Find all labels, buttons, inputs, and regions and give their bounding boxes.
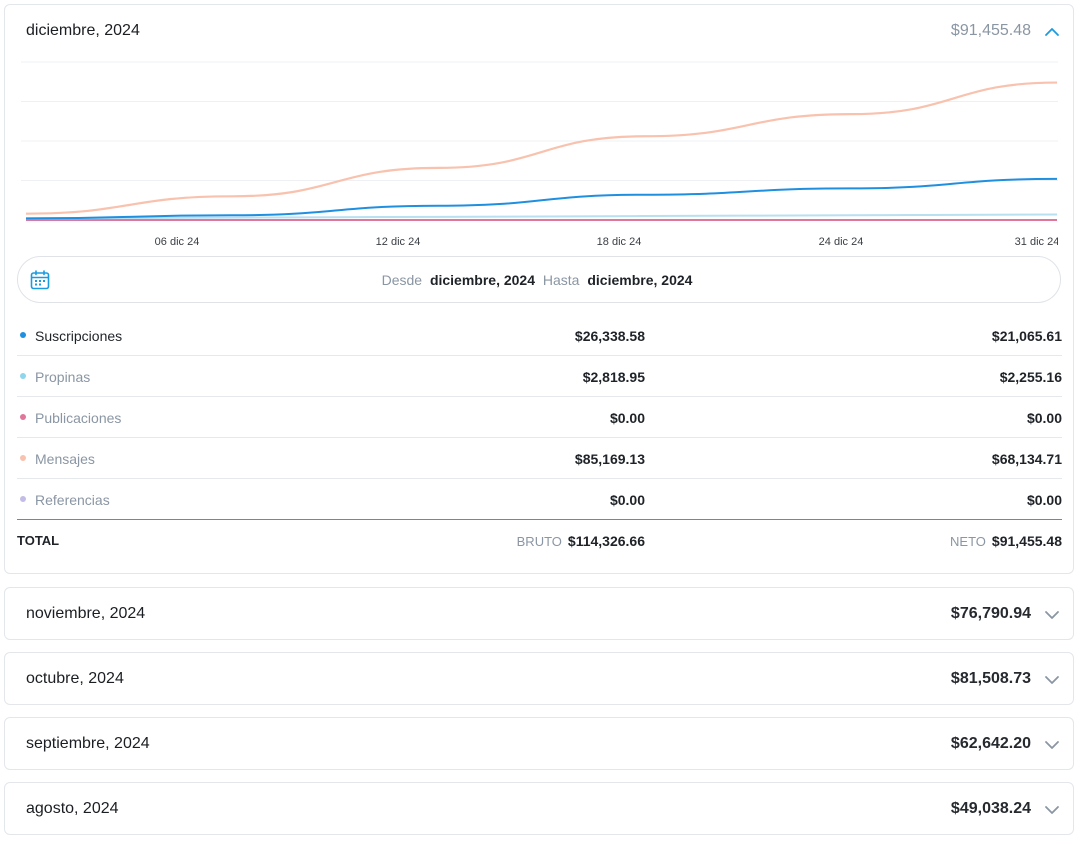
month-amount: $81,508.73 xyxy=(950,670,1031,687)
category-name: Suscripciones xyxy=(35,328,123,344)
month-amount: $76,790.94 xyxy=(950,605,1031,622)
x-tick-label: 06 dic 24 xyxy=(155,236,200,247)
month-amount: $49,038.24 xyxy=(950,800,1031,817)
breakdown-row-mensajes[interactable]: Mensajes $85,169.13 $68,134.71 xyxy=(17,438,1062,479)
date-range-text: Desde diciembre, 2024 Hasta diciembre, 2… xyxy=(18,272,1060,288)
earnings-breakdown-table: Suscripciones $26,338.58 $21,065.61 Prop… xyxy=(17,315,1062,561)
category-name: Publicaciones xyxy=(35,410,122,426)
gross-amount: $2,818.95 xyxy=(582,369,645,385)
chevron-down-icon[interactable] xyxy=(1040,668,1064,692)
chevron-down-icon[interactable] xyxy=(1040,798,1064,822)
total-gross-amount: $114,326.66 xyxy=(567,533,645,549)
x-tick-label: 12 dic 24 xyxy=(376,236,421,247)
gross-amount: $0.00 xyxy=(609,492,645,508)
chevron-down-icon[interactable] xyxy=(1040,603,1064,627)
series-dot xyxy=(20,332,26,338)
net-amount: $2,255.16 xyxy=(999,369,1062,385)
series-dot xyxy=(20,373,26,379)
gross-caption: BRUTO xyxy=(516,534,562,549)
net-caption: NETO xyxy=(950,534,986,549)
range-to-label: Hasta xyxy=(542,272,580,288)
gross-amount: $0.00 xyxy=(609,410,645,426)
gross-amount: $26,338.58 xyxy=(574,328,645,344)
calendar-icon[interactable] xyxy=(29,269,51,291)
series-dot xyxy=(20,455,26,461)
breakdown-row-propinas[interactable]: Propinas $2,818.95 $2,255.16 xyxy=(17,356,1062,397)
month-header-december[interactable]: diciembre, 2024 $91,455.48 xyxy=(5,5,1073,57)
date-range-picker[interactable]: Desde diciembre, 2024 Hasta diciembre, 2… xyxy=(17,256,1061,303)
total-net: NETO $91,455.48 xyxy=(950,533,1062,549)
chevron-up-icon[interactable] xyxy=(1040,20,1064,44)
chevron-down-icon[interactable] xyxy=(1040,733,1064,757)
net-amount: $68,134.71 xyxy=(991,451,1062,467)
month-panel-december: diciembre, 2024 $91,455.48 06 dic 24 12 d… xyxy=(4,4,1074,574)
x-tick-label: 24 dic 24 xyxy=(819,236,864,247)
month-panel-october[interactable]: octubre, 2024 $81,508.73 xyxy=(4,652,1074,705)
range-from-value: diciembre, 2024 xyxy=(429,272,535,288)
series-line-suscripciones xyxy=(25,177,1058,220)
earnings-chart: 06 dic 24 12 dic 24 18 dic 24 24 dic 24 31 d… xyxy=(21,57,1058,247)
category-name: Mensajes xyxy=(35,451,95,467)
net-amount: $0.00 xyxy=(1026,410,1062,426)
series-line-mensajes xyxy=(25,81,1058,215)
category-name: Referencias xyxy=(35,492,110,508)
range-to-value: diciembre, 2024 xyxy=(587,272,693,288)
series-dot xyxy=(20,496,26,502)
month-title: octubre, 2024 xyxy=(26,670,124,687)
total-gross: BRUTO $114,326.66 xyxy=(517,533,645,549)
month-panel-november[interactable]: noviembre, 2024 $76,790.94 xyxy=(4,587,1074,640)
breakdown-row-suscripciones[interactable]: Suscripciones $26,338.58 $21,065.61 xyxy=(17,315,1062,356)
month-title: agosto, 2024 xyxy=(26,800,119,817)
series-dot xyxy=(20,414,26,420)
month-panel-august[interactable]: agosto, 2024 $49,038.24 xyxy=(4,782,1074,835)
category-name: Propinas xyxy=(35,369,91,385)
breakdown-row-referencias[interactable]: Referencias $0.00 $0.00 xyxy=(17,479,1062,520)
total-label: TOTAL xyxy=(17,533,60,548)
month-title: septiembre, 2024 xyxy=(26,735,150,752)
total-row: TOTAL BRUTO $114,326.66 NETO $91,455.48 xyxy=(17,520,1062,561)
range-from-label: Desde xyxy=(381,272,423,288)
month-amount: $62,642.20 xyxy=(950,735,1031,752)
month-panel-september[interactable]: septiembre, 2024 $62,642.20 xyxy=(4,717,1074,770)
net-amount: $21,065.61 xyxy=(991,328,1062,344)
gross-amount: $85,169.13 xyxy=(574,451,645,467)
x-tick-label: 31 dic 24 xyxy=(1015,236,1058,247)
total-net-amount: $91,455.48 xyxy=(991,533,1062,549)
breakdown-row-publicaciones[interactable]: Publicaciones $0.00 $0.00 xyxy=(17,397,1062,438)
x-tick-label: 18 dic 24 xyxy=(597,236,642,247)
month-amount: $91,455.48 xyxy=(950,22,1031,39)
month-title: noviembre, 2024 xyxy=(26,605,146,622)
month-title: diciembre, 2024 xyxy=(26,22,140,39)
earnings-chart-svg: 06 dic 24 12 dic 24 18 dic 24 24 dic 24 31 d… xyxy=(21,61,1058,247)
net-amount: $0.00 xyxy=(1026,492,1062,508)
series-line-propinas xyxy=(25,213,1058,220)
